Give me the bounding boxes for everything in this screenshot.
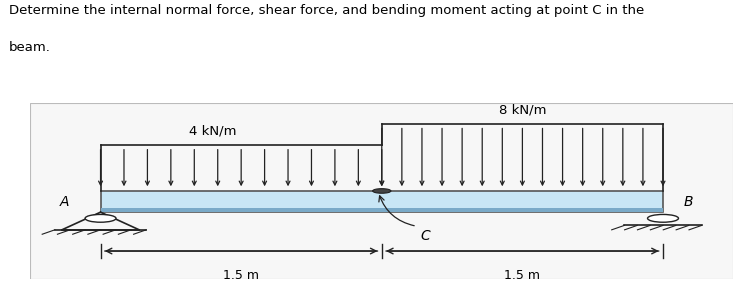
Text: A: A	[60, 195, 69, 209]
Text: 4 kN/m: 4 kN/m	[189, 125, 237, 138]
Circle shape	[648, 214, 678, 222]
Text: Determine the internal normal force, shear force, and bending moment acting at p: Determine the internal normal force, she…	[9, 4, 644, 17]
Circle shape	[373, 189, 391, 193]
Text: beam.: beam.	[9, 41, 51, 54]
Bar	[101, 208, 663, 212]
Text: 8 kN/m: 8 kN/m	[499, 104, 546, 117]
Text: C: C	[420, 229, 430, 243]
Text: B: B	[684, 195, 693, 209]
Text: 1.5 m: 1.5 m	[504, 269, 541, 282]
FancyBboxPatch shape	[30, 103, 733, 279]
Text: 1.5 m: 1.5 m	[223, 269, 259, 282]
Circle shape	[85, 214, 116, 222]
Bar	[101, 191, 663, 212]
